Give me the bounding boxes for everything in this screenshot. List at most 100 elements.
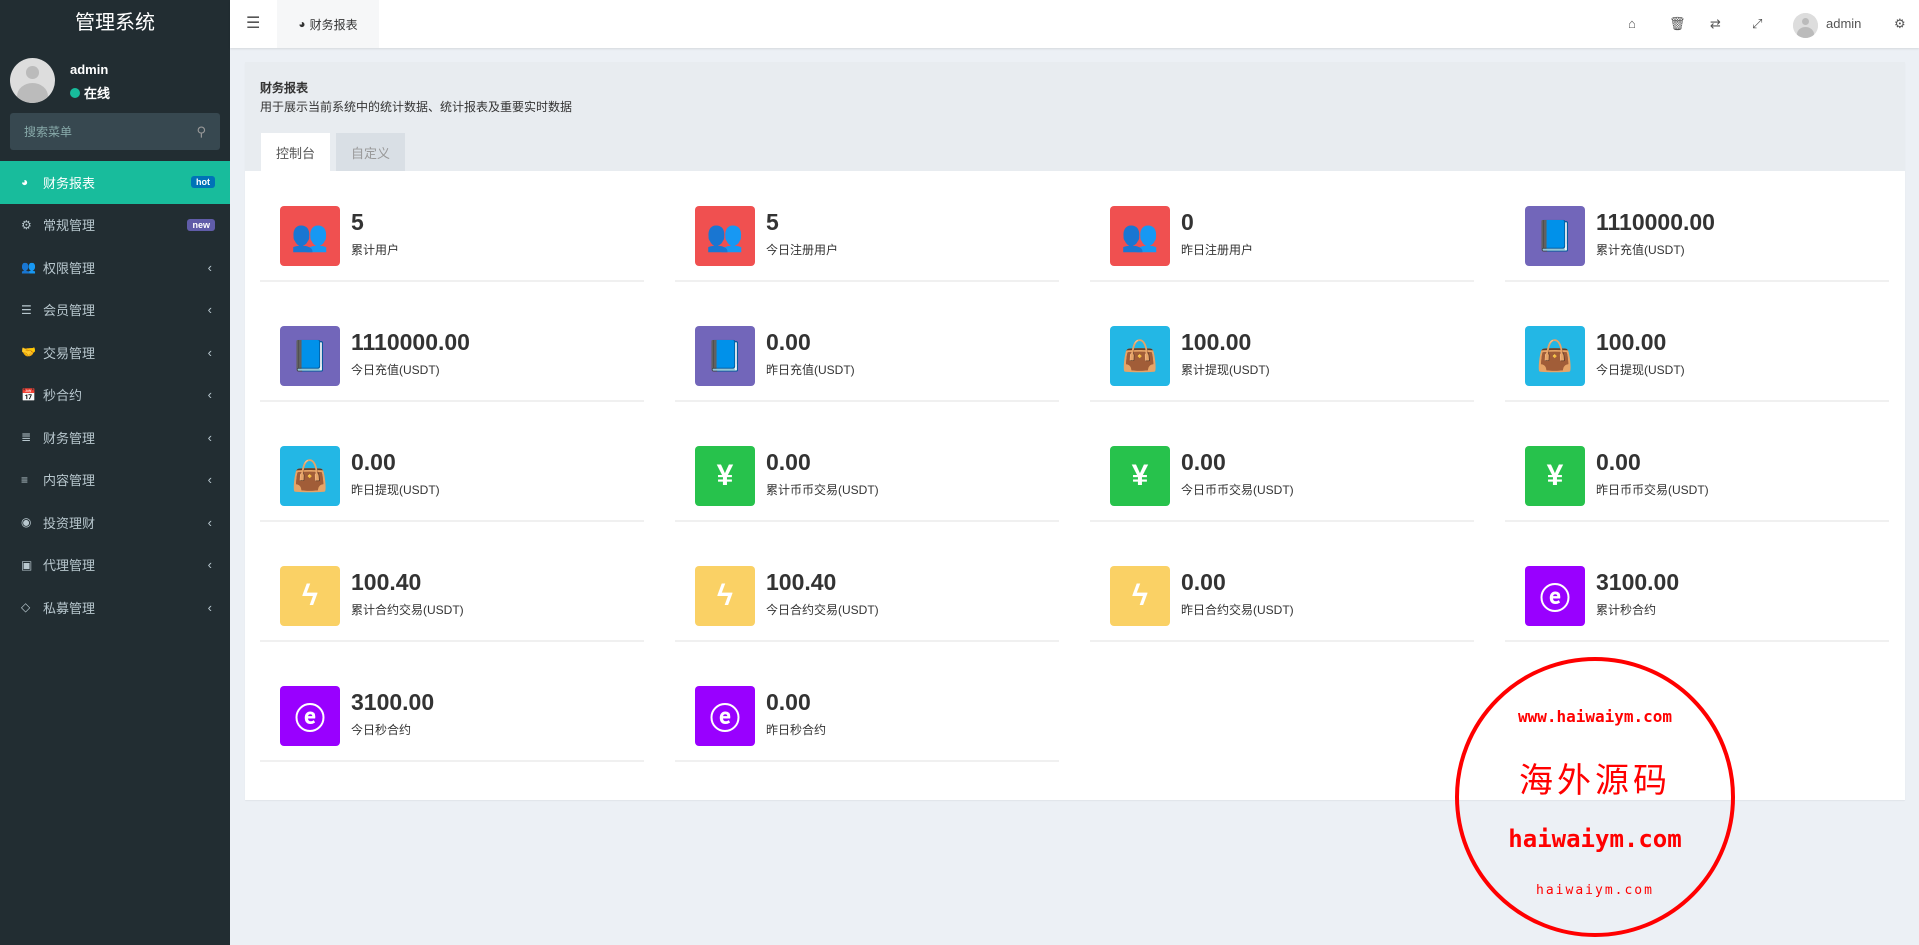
sidebar-item[interactable]: ▣ 代理管理 ‹	[0, 544, 230, 587]
orbit-icon: ⓔ	[1525, 566, 1585, 626]
sidebar-item[interactable]: ◉ 投资理财 ‹	[0, 501, 230, 544]
stat-card: ¥0.00 累计币币交易(USDT)	[675, 426, 1059, 522]
stat-card: 📘 1110000.00 今日充值(USDT)	[260, 306, 644, 402]
sidebar-item[interactable]: ◕ 财务报表 hot	[0, 161, 230, 204]
sidebar-item[interactable]: ≣ 财务管理 ‹	[0, 416, 230, 459]
stat-value: 0	[1181, 209, 1194, 235]
sidebar-item-label: 财务管理	[43, 430, 96, 446]
stat-value: 0.00	[766, 449, 811, 475]
stat-value: 0.00	[766, 689, 811, 715]
user-name: admin	[70, 62, 109, 77]
panel-header: 财务报表 用于展示当前系统中的统计数据、统计报表及重要实时数据 控制台 自定义	[245, 62, 1905, 171]
sidebar-item[interactable]: ⚙ 常规管理 new	[0, 204, 230, 247]
shopping-bag-icon: 👜	[280, 446, 340, 506]
avatar	[10, 58, 55, 103]
stat-label: 昨日注册用户	[1181, 243, 1254, 257]
bolt-icon: ϟ	[280, 566, 340, 626]
watermark-bottom-text: haiwaiym.com	[1536, 883, 1654, 898]
stat-label: 昨日合约交易(USDT)	[1181, 603, 1294, 617]
sidebar-item-label: 代理管理	[43, 558, 96, 574]
stat-value: 0.00	[1181, 569, 1226, 595]
fullscreen-icon[interactable]: ⤢	[1752, 16, 1763, 31]
tab-finance-report[interactable]: ◕ 财务报表	[277, 0, 379, 48]
stat-label: 昨日提现(USDT)	[351, 483, 440, 497]
chevron-left-icon: ‹	[207, 429, 212, 445]
stat-label: 今日合约交易(USDT)	[766, 603, 879, 617]
sidebar-item-label: 常规管理	[43, 218, 96, 234]
stat-card: ⓔ 3100.00 今日秒合约	[260, 666, 644, 762]
sidebar-menu: ◕ 财务报表 hot ⚙ 常规管理 new 👥 权限管理 ‹ ☰ 会员管理 ‹ 🤝 交易管理 ‹ 📅 秒合约 ‹ ≣…	[0, 161, 230, 629]
stat-value: 100.40	[766, 569, 837, 595]
sidebar-item-label: 私募管理	[43, 600, 96, 616]
stat-value: 3100.00	[351, 689, 435, 715]
tab-custom[interactable]: 自定义	[336, 133, 405, 171]
home-icon[interactable]: ⌂	[1628, 16, 1636, 31]
top-header: ☰ ◕ 财务报表 ⌂ 🗑 ⇄ ⤢ ⚙ admin	[230, 0, 1919, 48]
stat-label: 今日秒合约	[351, 723, 412, 737]
stat-label: 昨日秒合约	[766, 723, 827, 737]
search-input[interactable]	[10, 113, 190, 150]
database-icon: ≣	[21, 430, 32, 445]
tab-console[interactable]: 控制台	[261, 133, 330, 171]
stat-card: ϟ 100.40 今日合约交易(USDT)	[675, 546, 1059, 642]
stat-card: 👜 100.00 累计提现(USDT)	[1090, 306, 1474, 402]
stat-card: ϟ 0.00 昨日合约交易(USDT)	[1090, 546, 1474, 642]
menu-badge: new	[187, 218, 215, 231]
online-dot-icon	[70, 88, 80, 98]
cogs-icon[interactable]: ⚙	[1894, 16, 1906, 31]
app-logo[interactable]: 管理系统	[75, 12, 155, 34]
book-icon: 📘	[695, 326, 755, 386]
stat-value: 0.00	[351, 449, 396, 475]
users-icon: 👥	[1110, 206, 1170, 266]
sidebar-item[interactable]: 📅 秒合约 ‹	[0, 374, 230, 417]
stat-label: 累计合约交易(USDT)	[351, 603, 464, 617]
users-icon: 👥	[280, 206, 340, 266]
search-icon[interactable]: ⚲	[196, 124, 206, 139]
sidebar-item-label: 权限管理	[43, 260, 96, 276]
stat-label: 累计用户	[351, 243, 400, 257]
stat-value: 5	[351, 209, 364, 235]
stat-label: 今日注册用户	[766, 243, 839, 257]
sidebar-item[interactable]: 👥 权限管理 ‹	[0, 246, 230, 289]
briefcase-icon: ▣	[21, 557, 33, 572]
stat-value: 1110000.00	[1596, 209, 1715, 235]
stat-label: 累计秒合约	[1596, 603, 1657, 617]
sidebar-item-label: 投资理财	[43, 515, 96, 531]
cogs-icon: ⚙	[21, 217, 32, 232]
stat-label: 累计提现(USDT)	[1181, 363, 1270, 377]
chevron-left-icon: ‹	[207, 599, 212, 615]
stat-label: 今日充值(USDT)	[351, 363, 440, 377]
list-icon: ☰	[21, 302, 32, 317]
sidebar-item[interactable]: ≡ 内容管理 ‹	[0, 459, 230, 502]
header-avatar[interactable]	[1793, 13, 1818, 38]
stat-card: 👥 5 累计用户	[260, 186, 644, 282]
bolt-icon: ϟ	[1110, 566, 1170, 626]
stat-label: 今日提现(USDT)	[1596, 363, 1685, 377]
translate-icon[interactable]: ⇄	[1710, 16, 1721, 31]
stat-card: ¥0.00 今日币币交易(USDT)	[1090, 426, 1474, 522]
report-panel: 财务报表 用于展示当前系统中的统计数据、统计报表及重要实时数据 控制台 自定义 …	[245, 62, 1905, 800]
sidebar-item-label: 交易管理	[43, 345, 96, 361]
diamond-icon: ◇	[21, 600, 31, 615]
menu-toggle-icon[interactable]: ☰	[246, 15, 261, 32]
chevron-left-icon: ‹	[207, 472, 212, 488]
sidebar-item-label: 内容管理	[43, 473, 96, 489]
stat-value: 0.00	[766, 329, 811, 355]
calendar-x-icon: 📅	[21, 387, 36, 402]
sidebar-item[interactable]: ☰ 会员管理 ‹	[0, 289, 230, 332]
stat-value: 5	[766, 209, 779, 235]
dashboard-icon: ◕	[298, 17, 306, 31]
stat-card: ⓔ 3100.00 累计秒合约	[1505, 546, 1889, 642]
header-username[interactable]: admin	[1826, 16, 1862, 31]
stat-value: 100.40	[351, 569, 422, 595]
dashboard-icon: ◕	[21, 175, 29, 190]
stat-value: 100.00	[1181, 329, 1252, 355]
trash-icon[interactable]: 🗑	[1669, 16, 1686, 31]
sidebar-item[interactable]: 🤝 交易管理 ‹	[0, 331, 230, 374]
stat-label: 昨日币币交易(USDT)	[1596, 483, 1709, 497]
chevron-left-icon: ‹	[207, 514, 212, 530]
sidebar-item[interactable]: ◇ 私募管理 ‹	[0, 586, 230, 629]
users-icon: 👥	[21, 260, 36, 275]
panel-title: 财务报表	[260, 81, 309, 95]
stat-card: 📘 1110000.00 累计充值(USDT)	[1505, 186, 1889, 282]
